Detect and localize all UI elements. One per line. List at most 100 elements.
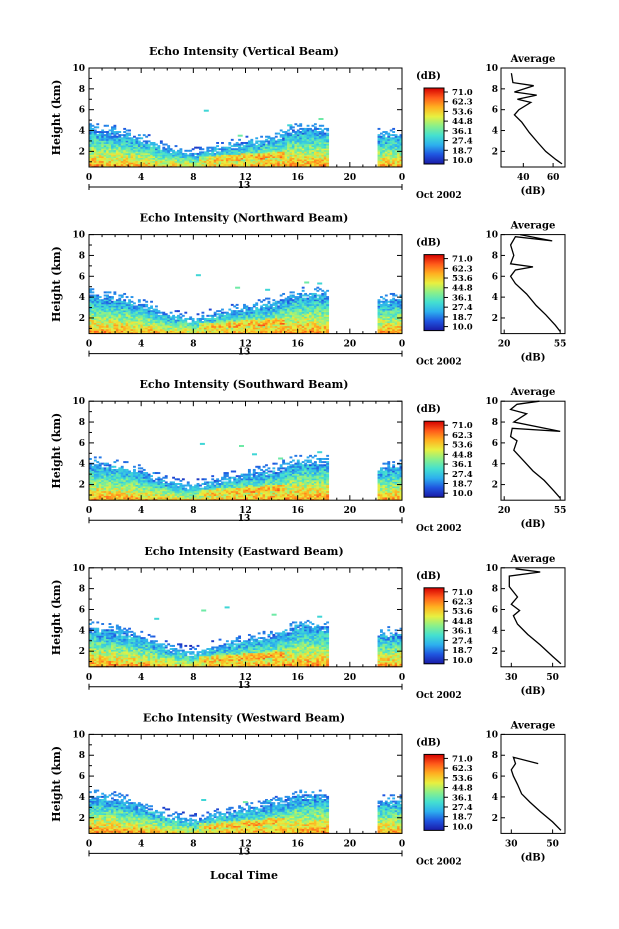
heatmap-cell — [181, 165, 185, 168]
heatmap-cell — [213, 324, 217, 327]
heatmap-cell — [103, 297, 107, 300]
heatmap-cell — [206, 328, 210, 331]
heatmap-cell — [89, 291, 92, 294]
heatmap-cell — [140, 327, 144, 330]
scattered-echo — [195, 274, 201, 277]
heatmap-cell — [125, 321, 129, 324]
heatmap-cell — [199, 332, 202, 334]
heatmap-cell — [257, 151, 261, 154]
heatmap-cell — [174, 490, 178, 493]
heatmap-cell — [240, 322, 244, 325]
heatmap-cell — [93, 146, 97, 149]
heatmap-cell — [115, 475, 119, 478]
heatmap-cell — [133, 465, 136, 468]
heatmap-cell — [265, 310, 268, 313]
heatmap-cell — [387, 324, 391, 327]
x-tick-label: 4 — [138, 173, 144, 183]
heatmap-cell — [265, 149, 268, 152]
heatmap-cell — [240, 310, 244, 313]
heatmap-cell — [399, 148, 403, 151]
heatmap-cell — [130, 473, 134, 476]
heatmap-cell — [306, 314, 310, 317]
heatmap-cell — [145, 498, 149, 501]
heatmap-cell — [101, 314, 105, 317]
heatmap-cell — [201, 148, 205, 151]
heatmap-cell — [377, 146, 381, 149]
heatmap-cell — [123, 292, 127, 295]
heatmap-cell — [130, 495, 134, 498]
heatmap-cell — [177, 157, 180, 160]
heatmap-cell — [123, 300, 127, 303]
heatmap-cell — [150, 146, 153, 149]
heatmap-cell — [306, 127, 310, 130]
heatmap-cell — [140, 495, 144, 498]
heatmap-cell — [137, 152, 141, 155]
heatmap-cell — [186, 325, 190, 328]
heatmap-cell — [216, 152, 220, 155]
heatmap-cell — [294, 322, 298, 325]
heatmap-cell — [397, 310, 400, 313]
heatmap-cell — [177, 160, 180, 163]
heatmap-cell — [125, 159, 129, 162]
heatmap-cell — [318, 149, 322, 152]
heatmap-cell — [296, 308, 300, 311]
heatmap-cell — [230, 151, 234, 154]
heatmap-cell — [240, 152, 244, 155]
heatmap-cell — [245, 310, 249, 313]
heatmap-cell — [140, 303, 144, 306]
heatmap-cell — [235, 143, 239, 146]
heatmap-cell — [142, 495, 146, 498]
colorbar — [423, 87, 445, 165]
heatmap-cell — [111, 165, 114, 168]
heatmap-cell — [98, 456, 102, 459]
heatmap-cell — [306, 149, 310, 152]
heatmap-cell — [201, 327, 205, 330]
heatmap-cell — [289, 321, 293, 324]
heatmap-cell — [103, 300, 107, 303]
heatmap-cell — [284, 327, 288, 330]
heatmap-cell — [279, 305, 283, 308]
heatmap-cell — [260, 145, 264, 148]
heatmap-cell — [313, 308, 317, 311]
heatmap-cell — [111, 475, 114, 478]
heatmap-cell — [115, 311, 119, 314]
heatmap-cell — [115, 484, 119, 487]
heatmap-cell — [240, 163, 244, 166]
heatmap-cell — [284, 317, 288, 320]
heatmap-cell — [174, 145, 178, 148]
heatmap-cell — [164, 160, 168, 163]
heatmap-cell — [318, 307, 322, 309]
heatmap-cell — [106, 299, 109, 302]
heatmap-cell — [291, 302, 295, 305]
heatmap-cell — [123, 473, 127, 476]
heatmap-cell — [172, 490, 175, 493]
heatmap-cell — [108, 473, 112, 476]
heatmap-cell — [103, 464, 107, 467]
heatmap-cell — [321, 324, 325, 327]
heatmap-cell — [243, 314, 246, 317]
heatmap-cell — [397, 321, 400, 324]
heatmap-cell — [228, 324, 232, 327]
heatmap-cell — [186, 322, 190, 325]
x-tick-label: 20 — [344, 340, 357, 350]
heatmap-cell — [306, 321, 310, 324]
heatmap-cell — [230, 145, 234, 148]
heatmap-cell — [181, 327, 185, 330]
heatmap-cell — [316, 316, 320, 319]
heatmap-cell — [111, 483, 114, 485]
heatmap-cell — [157, 486, 161, 489]
heatmap-cell — [96, 299, 100, 302]
heatmap-cell — [137, 316, 141, 319]
heatmap-cell — [145, 160, 149, 163]
heatmap-cell — [240, 165, 244, 168]
heatmap-cell — [125, 328, 129, 331]
heatmap-cell — [384, 149, 388, 152]
heatmap-cell — [108, 479, 112, 482]
heatmap-cell — [316, 319, 320, 322]
heatmap-cell — [306, 157, 310, 160]
heatmap-cell — [174, 159, 178, 162]
heatmap-cell — [294, 148, 298, 151]
heatmap-cell — [216, 141, 220, 144]
heatmap-cell — [89, 495, 92, 498]
heatmap-cell — [379, 328, 383, 331]
